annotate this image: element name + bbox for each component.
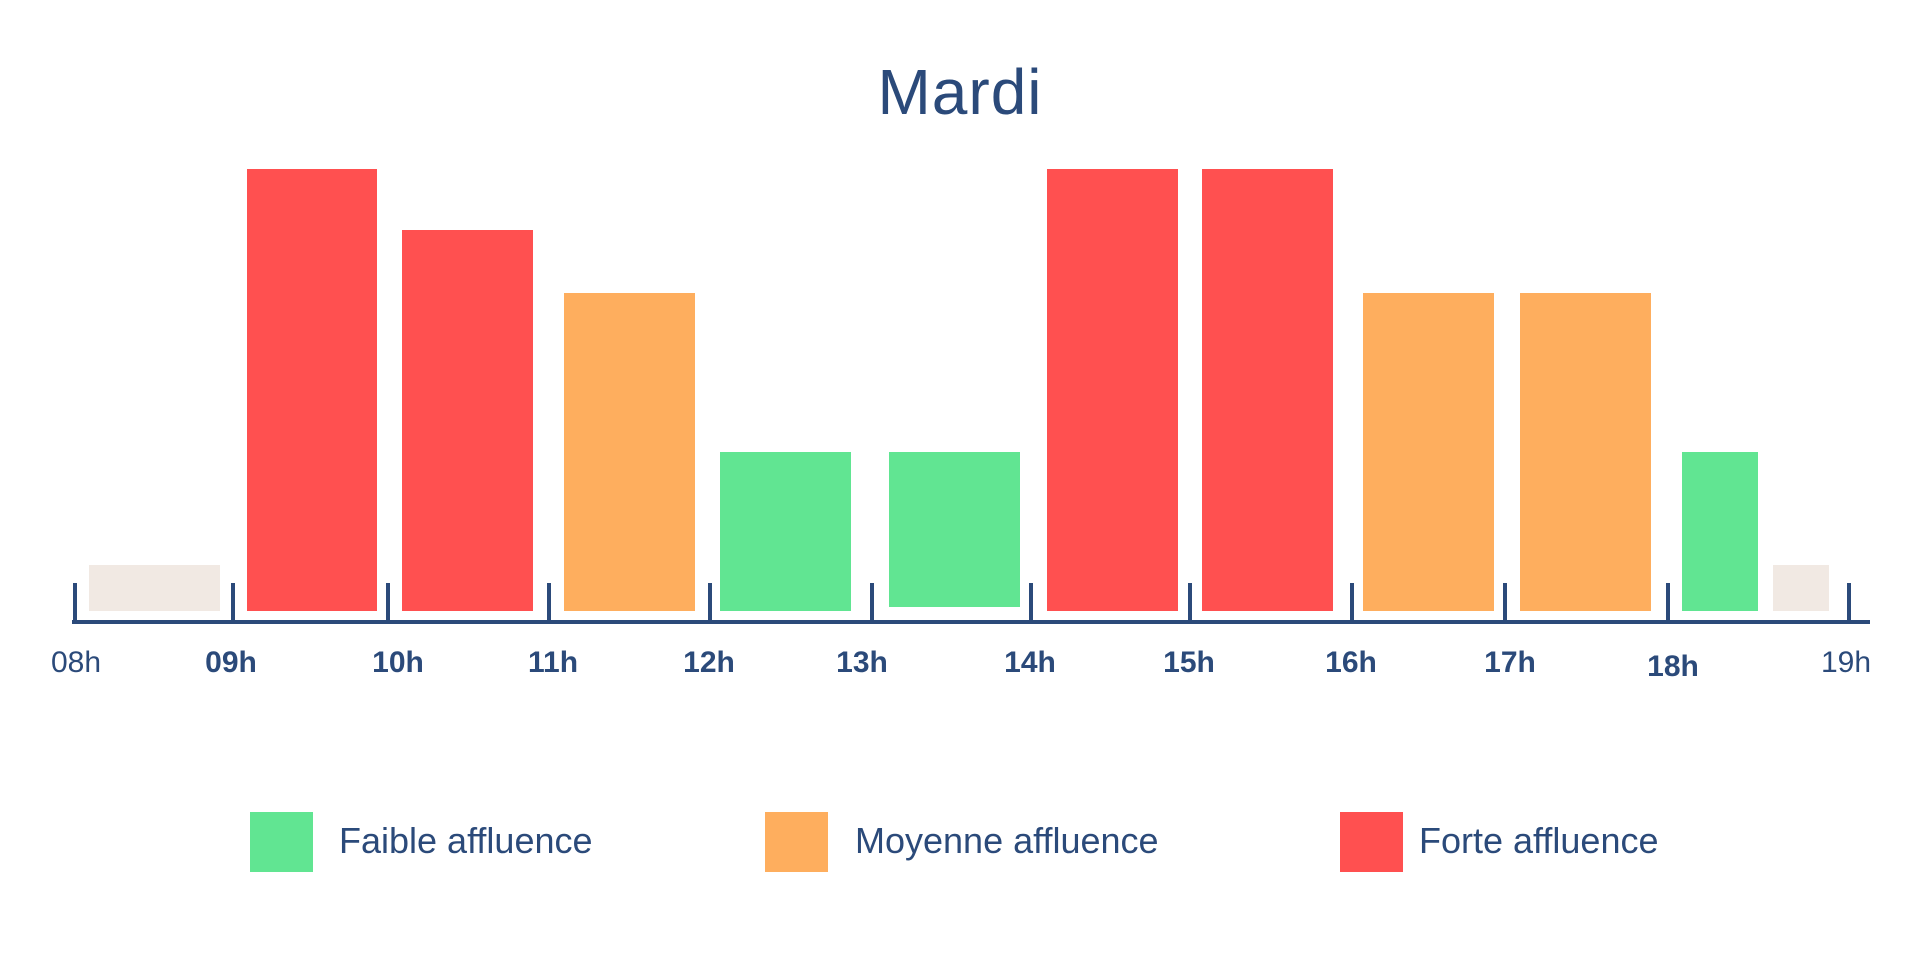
x-tick-label: 16h: [1325, 646, 1377, 679]
bar-17h-moyenne: [1520, 293, 1651, 611]
legend-label-moyenne: Moyenne affluence: [855, 820, 1159, 861]
bar-16h-moyenne: [1363, 293, 1494, 611]
x-axis-tick: [870, 583, 874, 623]
bar-09h-forte: [247, 169, 377, 611]
bar-11h-moyenne: [564, 293, 695, 611]
bar-18h30-closed: [1773, 565, 1829, 611]
x-axis-tick: [708, 583, 712, 623]
x-axis-tick: [1666, 583, 1670, 623]
chart-title: Mardi: [877, 56, 1043, 128]
bar-12h-faible: [720, 452, 851, 611]
x-axis-line: [72, 620, 1870, 624]
legend-label-faible: Faible affluence: [339, 820, 593, 861]
bar-08h-closed: [89, 565, 220, 611]
x-tick-label: 11h: [527, 646, 579, 679]
x-axis-tick: [73, 583, 77, 623]
x-axis-tick: [1847, 583, 1851, 623]
x-axis-tick: [1188, 583, 1192, 623]
x-axis-tick: [547, 583, 551, 623]
x-tick-label: 08h: [50, 646, 102, 679]
x-tick-label: 09h: [205, 646, 257, 679]
x-tick-label: 19h: [1820, 646, 1872, 679]
x-tick-label: 10h: [372, 646, 424, 679]
bar-18h-faible: [1682, 452, 1758, 611]
legend-label-forte: Forte affluence: [1419, 820, 1659, 861]
x-axis-tick: [1503, 583, 1507, 623]
bar-13h-faible: [889, 452, 1020, 607]
x-tick-label: 12h: [683, 646, 735, 679]
x-axis-tick: [386, 583, 390, 623]
x-tick-label: 15h: [1163, 646, 1215, 679]
bar-14h-forte: [1047, 169, 1178, 611]
x-axis-tick: [231, 583, 235, 623]
bar-10h-forte: [402, 230, 533, 611]
x-axis-tick: [1350, 583, 1354, 623]
x-tick-label: 14h: [1004, 646, 1056, 679]
legend-swatch-faible: [250, 812, 313, 872]
legend-swatch-forte: [1340, 812, 1403, 872]
x-axis-tick: [1029, 583, 1033, 623]
x-tick-label: 13h: [836, 646, 888, 679]
bar-15h-forte: [1202, 169, 1333, 611]
x-tick-label: 18h: [1647, 650, 1699, 683]
legend-swatch-moyenne: [765, 812, 828, 872]
x-tick-label: 17h: [1484, 646, 1536, 679]
